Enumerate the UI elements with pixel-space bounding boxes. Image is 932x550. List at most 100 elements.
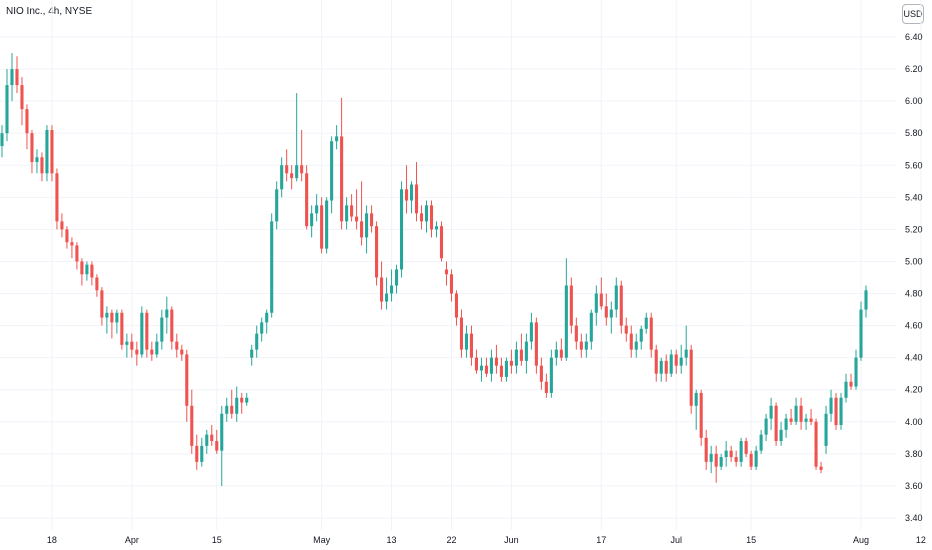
candle: [479, 357, 483, 382]
candle-body: [409, 184, 414, 201]
candle-body: [444, 269, 449, 275]
candle: [385, 277, 389, 310]
candle-body: [764, 418, 768, 435]
candle: [674, 349, 678, 374]
candle-body: [265, 312, 269, 323]
candle-body: [290, 173, 294, 179]
candle-body: [65, 229, 69, 243]
x-tick-label: 13: [387, 535, 397, 545]
candle: [380, 261, 384, 310]
candle: [719, 453, 723, 470]
candle: [734, 450, 738, 467]
candle: [40, 152, 44, 182]
candle: [350, 194, 354, 222]
candle-body: [250, 349, 254, 358]
candle: [504, 357, 508, 382]
candle-body: [849, 381, 853, 387]
candle: [365, 205, 369, 254]
candle: [829, 389, 833, 422]
candle: [699, 389, 703, 446]
y-tick-label: 5.40: [905, 192, 923, 202]
candle: [509, 349, 513, 374]
candle: [10, 53, 14, 102]
candle-body: [30, 133, 34, 163]
candle-body: [844, 381, 848, 398]
candle-body: [0, 133, 4, 147]
candle-body: [554, 349, 558, 358]
candle-body: [370, 213, 374, 227]
candle: [220, 405, 224, 486]
candle-body: [375, 226, 379, 278]
y-tick-label: 6.20: [905, 64, 923, 74]
candle-body: [619, 285, 623, 326]
candle: [819, 461, 823, 474]
candle: [205, 429, 209, 454]
candle: [404, 165, 409, 214]
candle-body: [35, 157, 39, 163]
candle-body: [474, 357, 478, 371]
candle: [484, 357, 488, 377]
candle: [394, 264, 399, 294]
candle-body: [529, 322, 533, 342]
candle: [90, 261, 94, 286]
candle: [854, 349, 858, 390]
time-axis[interactable]: 18Apr15May1322Jun17Jul15Aug1221Sep12: [47, 535, 932, 545]
chart-title: NIO Inc., 4h, NYSE: [6, 6, 93, 17]
candle: [749, 450, 753, 470]
candle: [664, 354, 668, 382]
candle-body: [824, 413, 828, 446]
candle: [305, 165, 309, 230]
candle-body: [175, 341, 179, 350]
candle-body: [225, 405, 229, 414]
candle-body: [185, 354, 189, 406]
candle-body: [579, 341, 583, 350]
candle: [579, 333, 583, 358]
candle-body: [859, 309, 863, 358]
candle-body: [150, 349, 154, 355]
candle-body: [130, 341, 134, 350]
candle: [45, 125, 49, 182]
candle-body: [854, 357, 858, 387]
candle: [335, 125, 339, 150]
candle-body: [95, 277, 99, 291]
candle: [444, 261, 449, 286]
candle-body: [10, 69, 14, 86]
candle-body: [799, 405, 803, 422]
candle-body: [509, 360, 513, 366]
candle-body: [454, 293, 459, 318]
candle-body: [424, 205, 429, 222]
candle-body: [140, 312, 144, 355]
candle-body: [649, 317, 653, 350]
candle: [135, 341, 139, 366]
candle-body: [689, 349, 693, 406]
candle: [55, 168, 59, 230]
candle-body: [744, 441, 748, 454]
candle: [789, 408, 793, 426]
candle: [439, 221, 444, 262]
candle: [774, 402, 778, 446]
candle: [310, 205, 314, 238]
candle: [85, 261, 89, 281]
candle-body: [614, 285, 618, 310]
candle: [834, 392, 838, 430]
candle-body: [419, 213, 424, 222]
candle: [779, 421, 783, 446]
candle: [15, 56, 19, 94]
y-tick-label: 3.40: [905, 513, 923, 523]
candle-body: [624, 325, 628, 334]
candle-body: [829, 397, 833, 414]
candle: [230, 389, 234, 419]
candle-body: [609, 309, 613, 318]
candle-body: [85, 264, 89, 275]
candle: [235, 386, 239, 422]
price-axis[interactable]: 6.40 6.20 6.00 5.80 5.60 5.40 5.20 5.00 4.80 4.60…: [905, 32, 923, 523]
candle-body: [394, 269, 399, 286]
candle-body: [310, 213, 314, 227]
currency-button[interactable]: USD: [902, 4, 924, 24]
candle-body: [479, 365, 483, 371]
candle: [150, 341, 154, 361]
candle-body: [195, 445, 199, 462]
candle-body: [434, 226, 439, 230]
candle: [709, 445, 713, 474]
